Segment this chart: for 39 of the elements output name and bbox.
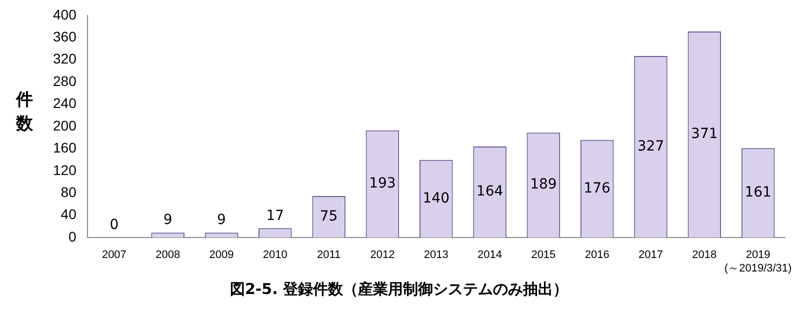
y-tick-label: 240 — [53, 95, 77, 112]
data-label: 0 — [110, 217, 119, 234]
data-label: 140 — [422, 190, 450, 206]
data-label: 193 — [369, 176, 396, 192]
x-tick-label: 2013 — [424, 249, 448, 262]
x-tick-label: 2007 — [102, 249, 126, 262]
y-tick-label: 160 — [53, 140, 77, 156]
y-axis-title: 件数 — [16, 89, 34, 136]
data-label: 9 — [217, 212, 226, 228]
data-label: 371 — [691, 126, 718, 142]
x-tick-label: 2009 — [209, 249, 234, 262]
y-tick-label: 40 — [60, 206, 77, 222]
x-tick-label: 2008 — [156, 249, 180, 262]
y-tick-label: 360 — [53, 28, 77, 44]
data-label: 9 — [163, 212, 172, 228]
y-tick-label: 120 — [53, 162, 77, 178]
y-tick-label: 400 — [53, 6, 77, 22]
y-tick-label: 280 — [53, 72, 77, 89]
x-tick-label: 2011 — [316, 249, 341, 262]
data-label: 189 — [530, 176, 557, 193]
data-label: 327 — [637, 138, 664, 154]
x-tick-label: 2017 — [638, 249, 663, 262]
text: 図2-5. 登録件数（産業用制御システムのみ抽出） — [228, 280, 570, 299]
x-tick-label: 2012 — [370, 249, 395, 262]
y-tick-label: 200 — [53, 117, 77, 134]
data-label: 75 — [320, 208, 338, 224]
x-tick-label: 2016 — [584, 249, 610, 262]
data-label: 164 — [476, 184, 504, 200]
y-tick-label: 0 — [68, 228, 77, 244]
data-label: 161 — [744, 184, 772, 201]
y-tick-label: 80 — [60, 184, 77, 200]
x-tick-label: 2019 (～2019/3/31) — [724, 249, 792, 274]
x-tick-label: 2015 — [531, 249, 556, 262]
y-tick-label: 320 — [53, 50, 77, 67]
x-tick-label: 2014 — [478, 249, 502, 262]
x-tick-label: 2018 — [692, 249, 717, 262]
data-label: 17 — [266, 208, 284, 224]
data-label: 176 — [584, 180, 611, 196]
x-tick-label: 2010 — [262, 249, 288, 262]
